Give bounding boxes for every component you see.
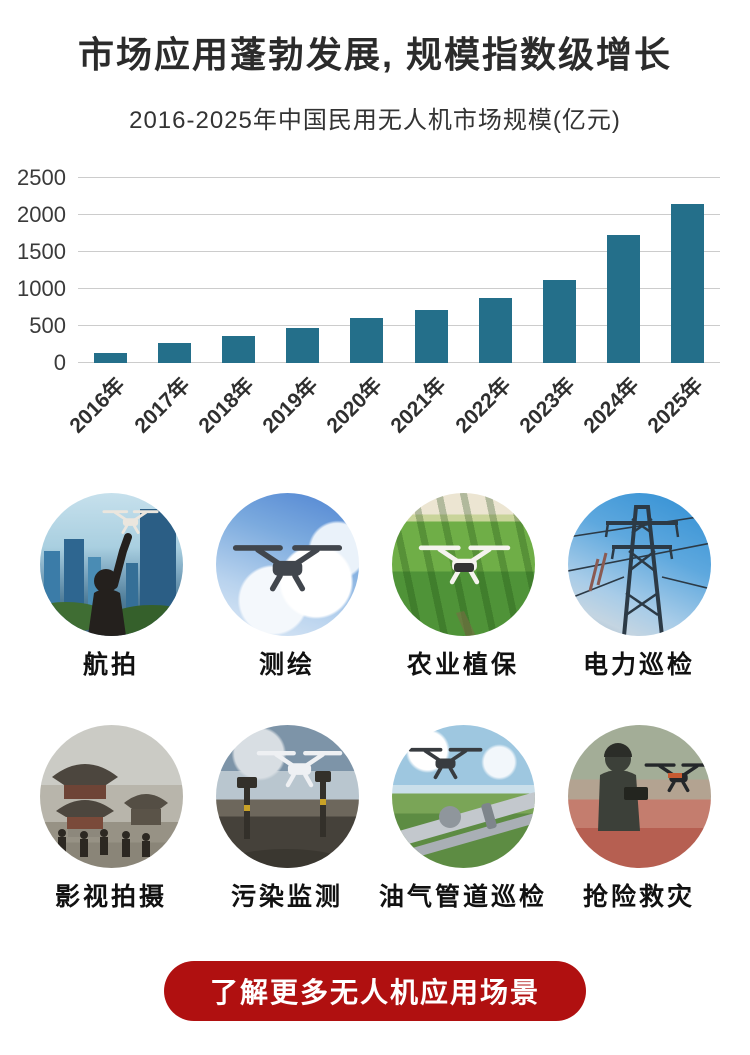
gridline: 2000	[17, 202, 720, 227]
film-shooting-image	[39, 725, 183, 868]
x-axis-tick-label: 2023年	[515, 373, 580, 438]
y-axis-tick-label: 1500	[17, 238, 66, 264]
scene-label: 污染监测	[230, 883, 343, 911]
drone-over-pipeline-icon	[391, 747, 535, 864]
application-scenes-grid: 航拍 测绘 农业植保	[23, 493, 750, 913]
bar-2019年	[286, 328, 320, 363]
scene-label: 电力巡检	[582, 651, 695, 679]
scene-label: 农业植保	[406, 651, 519, 679]
scene-label: 航拍	[82, 651, 139, 679]
gridline: 2500	[17, 165, 720, 190]
film-set-temple-icon	[51, 764, 168, 857]
gridline: 1500	[17, 239, 720, 264]
bar-2021年	[414, 309, 448, 363]
chart-x-labels: 2016年 2017年 2018年 2019年 2020年 2021年 2022年 2023年…	[66, 363, 720, 453]
chart-gridlines: 0 500 1000 1500 2000 2500	[17, 165, 720, 375]
bar-2024年	[607, 234, 641, 363]
scene-aerial-photography: 航拍	[23, 493, 199, 681]
pipeline-inspection-image	[391, 725, 535, 868]
y-axis-tick-label: 2000	[17, 201, 66, 227]
y-axis-tick-label: 0	[53, 349, 66, 375]
chart-plot: 0 500 1000 1500 2000 2500 2016年 2017年 2018年 2019…	[17, 165, 720, 438]
bar-2023年	[543, 280, 577, 363]
bar-2018年	[222, 335, 255, 363]
x-axis-tick-label: 2017年	[129, 373, 195, 438]
page-title: 市场应用蓬勃发展, 规模指数级增长	[77, 34, 672, 75]
market-size-bar-chart: 0 500 1000 1500 2000 2500 2016年 2017年 2018年 2019…	[0, 165, 750, 453]
y-axis-tick-label: 500	[29, 312, 66, 338]
scene-label: 抢险救灾	[582, 883, 695, 911]
chart-title: 2016-2025年中国民用无人机市场规模(亿元)	[129, 107, 621, 134]
bar-2022年	[478, 298, 512, 363]
drone-monitoring-rocks-icon	[225, 725, 346, 868]
scene-label: 影视拍摄	[54, 883, 167, 911]
y-axis-tick-label: 1000	[17, 275, 66, 301]
power-tower-icon	[567, 505, 711, 636]
bar-2016年	[93, 353, 127, 363]
aerial-photography-image	[39, 493, 183, 636]
power-inspection-image	[567, 493, 711, 636]
rescue-image	[567, 725, 711, 868]
drone-over-farm-icon	[392, 493, 535, 636]
x-axis-tick-label: 2016年	[65, 373, 130, 438]
x-axis-tick-label: 2024年	[579, 373, 644, 438]
x-axis-tick-label: 2021年	[386, 373, 451, 438]
drone-over-city-icon	[39, 509, 183, 636]
x-axis-tick-label: 2025年	[643, 373, 708, 438]
scene-pollution-monitoring: 污染监测	[199, 725, 375, 913]
scene-rescue: 抢险救灾	[551, 725, 727, 913]
x-axis-tick-label: 2020年	[322, 373, 387, 438]
x-axis-tick-label: 2022年	[450, 373, 516, 438]
x-axis-tick-label: 2018年	[194, 373, 259, 438]
scene-label: 油气管道巡检	[378, 883, 547, 911]
gridline: 1000	[17, 276, 720, 301]
learn-more-button[interactable]: 了解更多无人机应用场景	[163, 961, 586, 1021]
scene-surveying: 测绘	[199, 493, 375, 681]
scene-power-inspection: 电力巡检	[551, 493, 727, 681]
pollution-monitoring-image	[215, 725, 359, 868]
scene-film-shooting: 影视拍摄	[23, 725, 199, 913]
drone-in-sky-icon	[216, 493, 359, 636]
bar-2017年	[157, 343, 191, 363]
y-axis-tick-label: 2500	[17, 164, 66, 190]
bar-2025年	[671, 203, 705, 363]
scene-agriculture: 农业植保	[375, 493, 551, 681]
scene-label: 测绘	[258, 651, 315, 679]
surveying-image	[215, 493, 359, 636]
gridline: 0	[54, 350, 720, 375]
scene-pipeline-inspection: 油气管道巡检	[375, 725, 551, 913]
agriculture-image	[391, 493, 535, 636]
bar-2020年	[350, 318, 384, 363]
x-axis-tick-label: 2019年	[258, 373, 323, 438]
rescue-pilot-drone-icon	[597, 743, 711, 831]
gridline: 500	[29, 313, 720, 338]
chart-bars	[78, 178, 720, 363]
